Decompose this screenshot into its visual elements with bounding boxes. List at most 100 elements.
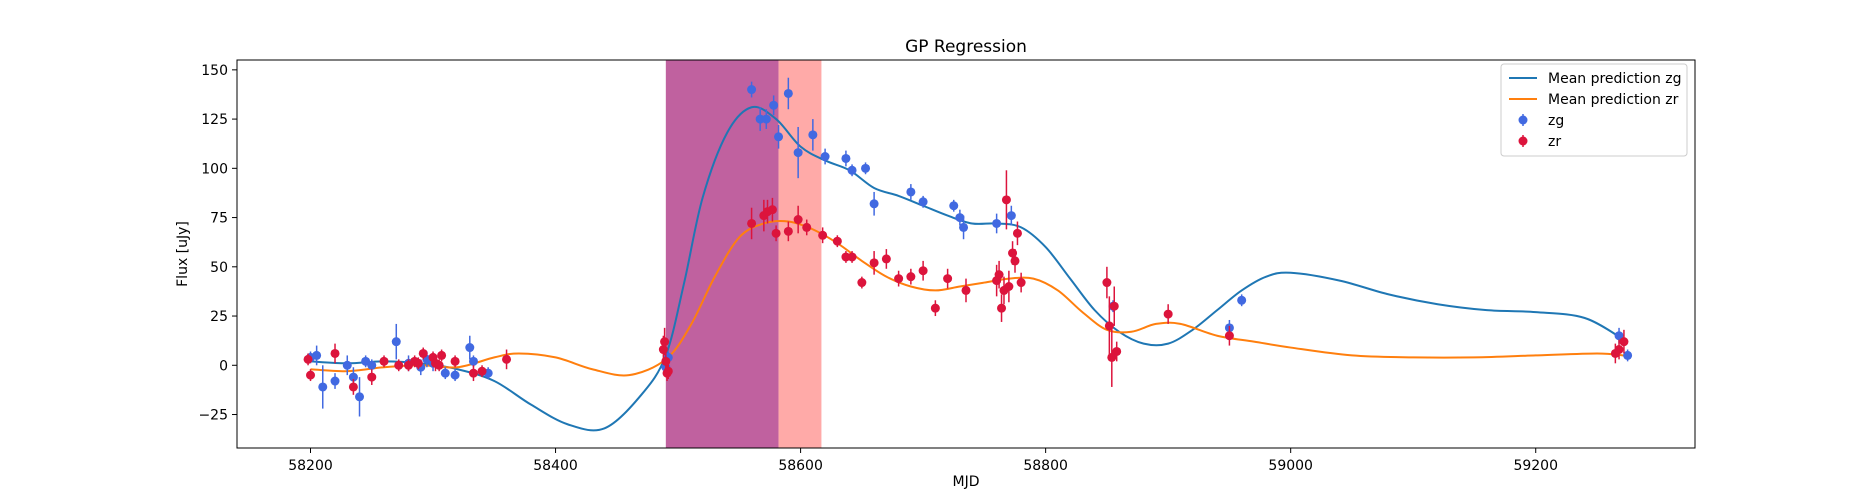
point-zr xyxy=(943,268,953,289)
y-axis-ticks: −25 0 25 50 75 100 125 150 xyxy=(198,63,237,424)
point-zr xyxy=(303,353,313,366)
legend-entry-zr: zr xyxy=(1518,134,1561,150)
y-axis-label: Flux [uJy] xyxy=(175,221,191,287)
point-zr xyxy=(413,357,423,370)
point-zr xyxy=(930,300,940,317)
point-zr xyxy=(961,278,971,303)
point-zg xyxy=(955,209,965,226)
point-zr xyxy=(881,249,891,269)
point-zg xyxy=(342,355,352,376)
x-axis-ticks: 58200 58400 58600 58800 59000 59200 xyxy=(288,448,1558,474)
point-zg xyxy=(747,81,757,98)
point-zr xyxy=(832,235,842,248)
point-zr xyxy=(802,219,812,236)
point-zr xyxy=(767,197,777,222)
point-zg xyxy=(841,150,851,167)
point-zr xyxy=(793,205,803,234)
point-zg xyxy=(1623,349,1633,362)
point-zr xyxy=(997,294,1007,322)
point-zg xyxy=(312,345,322,366)
point-zr xyxy=(918,260,928,281)
y-tick-label: 75 xyxy=(210,211,228,227)
point-zg xyxy=(808,119,818,151)
point-zr xyxy=(367,369,377,385)
point-zr xyxy=(771,225,781,242)
point-zg xyxy=(769,95,779,116)
y-tick-label: 100 xyxy=(201,161,228,177)
point-zr xyxy=(994,260,1004,289)
point-zr xyxy=(1010,249,1020,273)
point-zr xyxy=(1163,304,1173,324)
point-zr xyxy=(847,251,857,263)
point-zr xyxy=(477,365,487,378)
point-zg xyxy=(465,335,475,360)
legend-entry-mean-prediction-zr: Mean prediction zr xyxy=(1509,92,1679,108)
legend-label: zr xyxy=(1548,134,1561,150)
x-tick-label: 59200 xyxy=(1513,458,1558,474)
point-zg xyxy=(783,77,793,110)
legend-label: Mean prediction zg xyxy=(1548,71,1682,87)
y-tick-label: 0 xyxy=(219,358,228,374)
point-zr xyxy=(330,343,340,364)
point-zg xyxy=(1006,205,1016,226)
point-zr xyxy=(894,270,904,287)
legend: Mean prediction zg Mean prediction zr zg zr xyxy=(1500,63,1688,157)
point-zr xyxy=(869,251,879,275)
point-zr xyxy=(747,207,757,240)
y-tick-label: −25 xyxy=(198,408,228,424)
point-zr xyxy=(1001,170,1011,230)
point-zr xyxy=(1004,270,1014,303)
point-zr xyxy=(394,359,404,372)
point-zg xyxy=(847,164,857,177)
point-zr xyxy=(857,276,867,289)
shaded-region-2 xyxy=(778,60,822,448)
line-zg xyxy=(310,105,1625,432)
y-tick-label: 150 xyxy=(201,63,228,79)
legend-entry-mean-prediction-zg: Mean prediction zg xyxy=(1509,71,1682,87)
point-zr xyxy=(906,268,916,285)
point-zg xyxy=(992,213,1002,234)
point-zg xyxy=(861,162,871,175)
point-zr xyxy=(434,359,444,372)
point-zg xyxy=(761,109,771,129)
point-zg xyxy=(918,195,928,208)
point-zr xyxy=(1112,341,1122,362)
legend-box xyxy=(1500,63,1688,157)
point-zr xyxy=(468,365,478,382)
chart-title: GP Regression xyxy=(905,37,1027,57)
point-zr xyxy=(306,369,316,382)
point-zg xyxy=(1237,294,1247,307)
point-zg xyxy=(330,373,340,389)
legend-label: zg xyxy=(1548,113,1564,129)
point-zg xyxy=(774,124,784,149)
point-zg xyxy=(959,215,969,240)
point-zg xyxy=(450,369,460,382)
shaded-regions xyxy=(665,60,822,448)
point-zr xyxy=(1012,221,1022,246)
point-zg xyxy=(949,199,959,212)
point-zg xyxy=(440,367,450,380)
x-tick-label: 58200 xyxy=(288,458,333,474)
legend-label: Mean prediction zr xyxy=(1548,92,1679,108)
x-tick-label: 58400 xyxy=(533,458,578,474)
point-zr xyxy=(1619,329,1629,354)
point-zg xyxy=(355,377,365,417)
point-zr xyxy=(660,327,670,356)
point-zg xyxy=(391,323,401,360)
point-zr xyxy=(379,355,389,368)
point-zr xyxy=(818,227,828,244)
point-zr xyxy=(502,349,512,370)
point-zr xyxy=(1016,272,1026,293)
point-zr xyxy=(1224,325,1234,346)
mean-prediction-lines xyxy=(310,105,1625,432)
x-axis-label: MJD xyxy=(953,474,980,490)
point-zr xyxy=(1102,266,1112,299)
y-tick-label: 125 xyxy=(201,112,228,128)
point-zr xyxy=(1109,286,1119,326)
point-zr xyxy=(783,221,793,242)
y-tick-label: 25 xyxy=(210,309,228,325)
point-zr xyxy=(1107,327,1117,387)
legend-entry-zg: zg xyxy=(1518,113,1564,129)
point-zg xyxy=(793,126,803,179)
point-zr xyxy=(450,355,460,368)
